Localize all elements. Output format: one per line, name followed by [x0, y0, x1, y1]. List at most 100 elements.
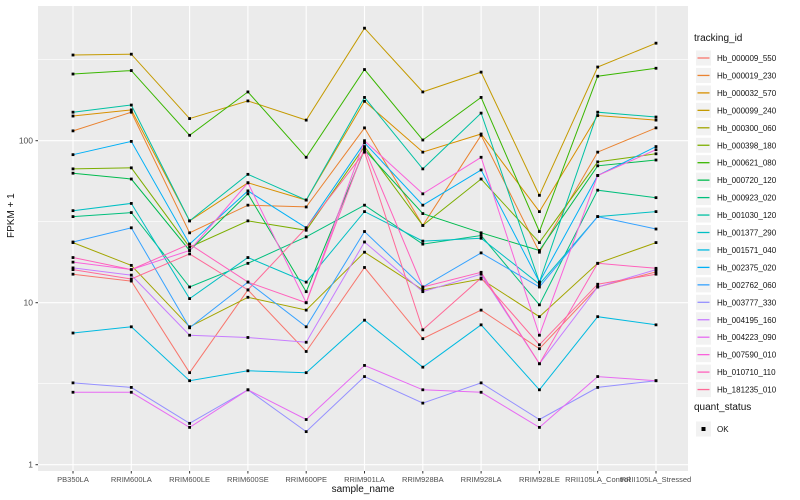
data-point-marker	[363, 145, 366, 148]
legend-label: Hb_004223_090	[717, 333, 777, 342]
data-point-marker	[129, 263, 133, 267]
data-point-marker	[363, 250, 366, 254]
y-axis-title: FPKM + 1	[6, 193, 17, 238]
data-point-marker	[596, 174, 600, 177]
data-point-marker	[188, 133, 191, 137]
data-point-marker	[363, 141, 366, 145]
data-point-marker	[421, 337, 425, 341]
data-point-marker	[538, 250, 541, 254]
data-point-marker	[246, 203, 250, 207]
data-point-marker	[188, 285, 191, 289]
data-point-marker	[71, 53, 75, 57]
legend-label: Hb_003777_330	[717, 298, 777, 307]
data-point-marker	[304, 340, 308, 344]
data-point-marker	[654, 126, 658, 130]
data-point-marker	[129, 103, 133, 107]
data-point-marker	[71, 114, 75, 118]
data-point-marker	[71, 390, 75, 394]
data-point-marker	[363, 230, 366, 233]
data-point-marker	[596, 188, 600, 192]
data-point-marker	[479, 132, 483, 136]
data-point-marker	[304, 235, 308, 239]
data-point-marker	[129, 268, 133, 272]
data-point-marker	[596, 65, 600, 69]
legend-label: Hb_010710_110	[717, 368, 776, 377]
data-point-marker	[479, 236, 483, 240]
y-tick-label: 100	[19, 136, 33, 146]
data-point-marker	[479, 251, 483, 255]
data-point-marker	[596, 261, 600, 265]
data-point-marker	[421, 328, 425, 332]
data-point-marker	[246, 388, 250, 392]
data-point-marker	[304, 118, 308, 122]
data-point-marker	[129, 166, 133, 170]
data-point-marker	[538, 303, 541, 307]
data-point-marker	[538, 249, 541, 252]
x-tick-label: RRIM600SE	[227, 475, 269, 484]
data-point-marker	[421, 224, 425, 227]
data-point-marker	[538, 418, 541, 421]
data-point-marker	[654, 115, 658, 119]
legend-label: Hb_001030_120	[717, 211, 777, 220]
data-point-marker	[246, 369, 250, 373]
data-point-marker	[421, 192, 425, 196]
data-point-marker	[363, 318, 366, 322]
data-point-marker	[363, 210, 366, 214]
data-point-marker	[363, 146, 366, 150]
data-point-marker	[129, 108, 133, 112]
data-point-marker	[421, 150, 425, 154]
data-point-marker	[71, 72, 75, 76]
data-point-marker	[246, 261, 250, 265]
x-tick-label: RRIM928BA	[402, 475, 444, 484]
data-point-marker	[596, 282, 600, 286]
data-point-marker	[654, 266, 658, 270]
data-point-marker	[654, 41, 658, 45]
data-point-marker	[304, 430, 308, 434]
data-point-marker	[304, 226, 308, 230]
data-point-marker	[363, 266, 366, 269]
data-point-marker	[421, 242, 425, 246]
data-point-marker	[654, 158, 658, 162]
data-point-marker	[304, 418, 308, 421]
data-point-marker	[654, 323, 658, 327]
data-point-marker	[246, 288, 250, 292]
data-point-marker	[71, 266, 75, 270]
y-tick-label: 1	[28, 460, 33, 470]
data-point-marker	[538, 343, 541, 347]
data-point-marker	[129, 140, 133, 143]
data-point-marker	[246, 256, 250, 259]
data-point-marker	[421, 285, 425, 289]
x-tick-label: PB350LA	[57, 475, 89, 484]
x-tick-label: RRII105LA_Control	[565, 475, 630, 484]
legend-title-quant-status: quant_status	[694, 402, 752, 413]
data-point-marker	[479, 177, 483, 181]
data-point-marker	[479, 111, 483, 115]
data-point-marker	[129, 390, 133, 394]
legend-label: Hb_000032_570	[717, 89, 777, 98]
data-point-marker	[304, 325, 308, 329]
data-point-marker	[421, 212, 425, 215]
data-point-marker	[188, 219, 191, 223]
data-point-marker	[596, 150, 600, 154]
data-point-marker	[596, 315, 600, 319]
data-point-marker	[129, 202, 133, 205]
data-point-marker	[479, 270, 483, 274]
data-point-marker	[421, 239, 425, 243]
data-point-marker	[654, 210, 658, 214]
data-point-marker	[596, 74, 600, 78]
data-point-marker	[304, 205, 308, 209]
data-point-marker	[363, 99, 366, 103]
data-point-marker	[363, 364, 366, 367]
legend-label: Hb_004195_160	[717, 316, 777, 325]
data-point-marker	[304, 301, 308, 305]
data-point-marker	[71, 260, 75, 264]
data-point-marker	[596, 114, 600, 117]
data-point-marker	[654, 66, 658, 70]
data-point-marker	[188, 245, 191, 249]
data-point-marker	[71, 110, 75, 114]
data-point-marker	[188, 117, 191, 120]
data-point-marker	[304, 350, 308, 353]
data-point-marker	[246, 295, 250, 299]
data-point-marker	[479, 381, 483, 385]
legend-label: Hb_001377_290	[717, 229, 777, 238]
